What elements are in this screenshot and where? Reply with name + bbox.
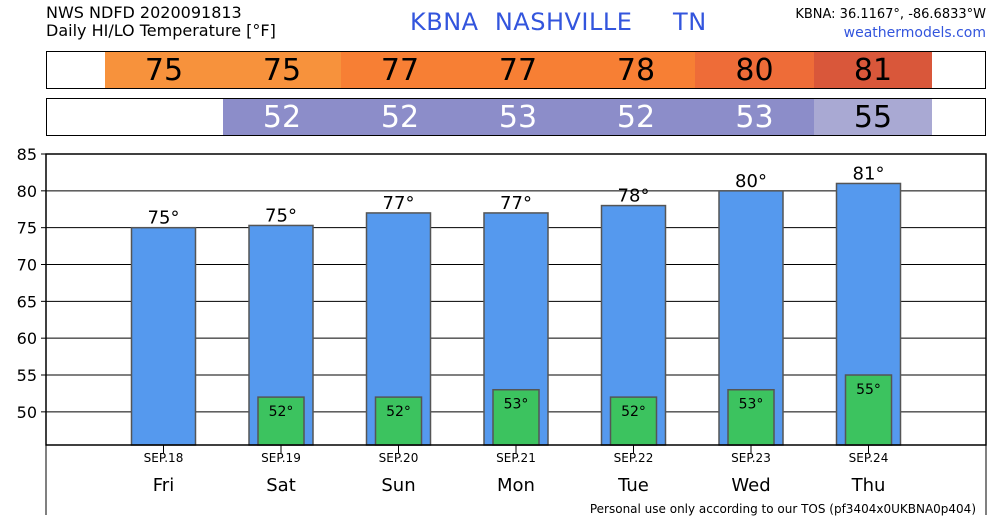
hi-bar-label: 77° <box>383 193 415 214</box>
hi-cell: 81 <box>814 52 932 88</box>
hi-cell: 75 <box>105 52 223 88</box>
model-run-label: NWS NDFD 2020091813 <box>46 3 242 22</box>
x-day-label: Tue <box>617 475 649 496</box>
lo-cell: 53 <box>459 99 577 135</box>
lo-bar-label: 52° <box>269 404 294 420</box>
x-date-label: SEP.19 <box>261 451 301 465</box>
x-day-label: Sun <box>381 475 415 496</box>
lo-bar <box>492 388 540 446</box>
lo-bar <box>844 374 893 446</box>
y-tick-label: 85 <box>17 145 37 164</box>
lo-cell: 53 <box>695 99 814 135</box>
x-day-label: Sat <box>266 475 296 496</box>
lo-bar-label: 53° <box>739 397 764 413</box>
hi-cell: 78 <box>577 52 695 88</box>
x-day-label: Wed <box>731 475 770 496</box>
hi-bar-label: 78° <box>618 186 650 207</box>
hi-bar <box>130 226 197 446</box>
y-tick-label: 70 <box>17 256 37 275</box>
site-link[interactable]: weathermodels.com <box>843 25 986 41</box>
header-left: NWS NDFD 2020091813 Daily HI/LO Temperat… <box>46 4 276 40</box>
y-tick-label: 50 <box>17 403 37 422</box>
header-right: KBNA: 36.1167°, -86.6833°W weathermodels… <box>795 5 986 43</box>
station-coords: KBNA: 36.1167°, -86.6833°W <box>795 7 986 22</box>
lo-bar <box>609 396 658 446</box>
lo-temp-band: 52 52 53 52 53 55 <box>46 98 986 136</box>
lo-cell: 52 <box>223 99 341 135</box>
lo-cell: 55 <box>814 99 932 135</box>
x-day-label: Thu <box>851 475 886 496</box>
hi-bar-label: 75° <box>265 205 297 226</box>
x-date-label: SEP.20 <box>379 451 419 465</box>
lo-bar <box>374 396 423 446</box>
y-tick-label: 80 <box>17 182 37 201</box>
lo-cell: 52 <box>341 99 459 135</box>
y-tick-label: 75 <box>17 219 37 238</box>
product-label: Daily HI/LO Temperature [°F] <box>46 21 276 40</box>
y-tick-label: 65 <box>17 292 37 311</box>
y-tick-label: 55 <box>17 366 37 385</box>
x-date-label: SEP.24 <box>849 451 889 465</box>
hi-cell: 80 <box>695 52 814 88</box>
lo-bar-label: 52° <box>621 404 646 420</box>
hi-bar-label: 80° <box>735 171 767 192</box>
lo-bar-label: 53° <box>504 397 529 413</box>
hi-temp-band: 75 75 77 77 78 80 81 <box>46 51 986 89</box>
hi-cell: 75 <box>223 52 341 88</box>
x-day-label: Fri <box>153 475 174 496</box>
hi-cell: 77 <box>341 52 459 88</box>
x-date-label: SEP.18 <box>144 451 184 465</box>
hi-bar-label: 77° <box>500 193 532 214</box>
x-date-label: SEP.23 <box>731 451 771 465</box>
hi-bar-label: 81° <box>853 163 885 184</box>
hi-cell: 77 <box>459 52 577 88</box>
y-tick-label: 60 <box>17 329 37 348</box>
lo-bar-label: 55° <box>856 382 881 398</box>
lo-bar-label: 52° <box>386 404 411 420</box>
hi-bar-label: 75° <box>148 208 180 229</box>
lo-cell: 52 <box>577 99 695 135</box>
x-day-label: Mon <box>497 475 535 496</box>
x-date-label: SEP.22 <box>614 451 654 465</box>
station-title: KBNA NASHVILLE TN <box>410 8 707 36</box>
x-date-label: SEP.21 <box>496 451 536 465</box>
tos-footer: Personal use only according to our TOS (… <box>589 502 976 516</box>
